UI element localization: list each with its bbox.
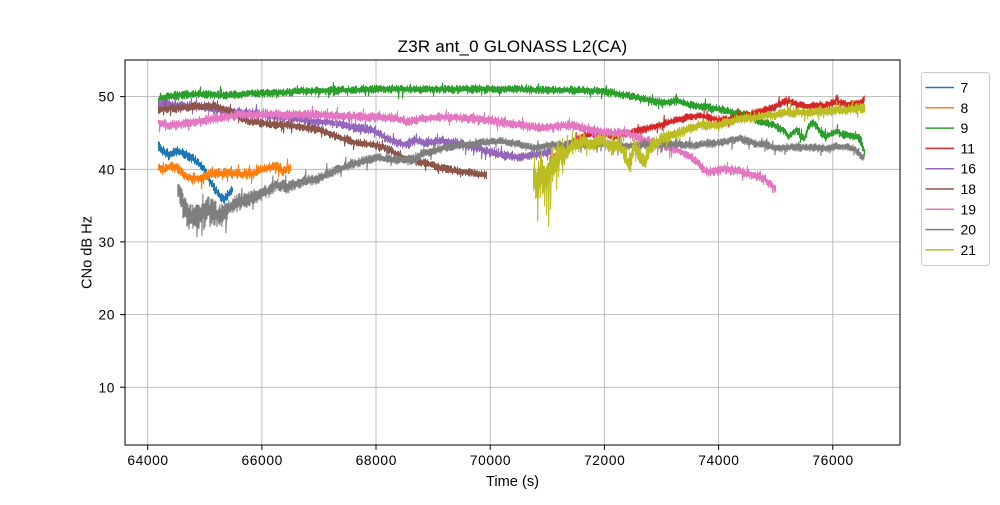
svg-text:72000: 72000 [584,453,625,468]
svg-text:21: 21 [961,242,977,258]
svg-text:68000: 68000 [356,453,397,468]
svg-text:20: 20 [98,308,115,323]
svg-text:40: 40 [98,162,115,177]
svg-text:16: 16 [961,161,977,177]
svg-text:CNo dB Hz: CNo dB Hz [80,216,96,289]
svg-text:70000: 70000 [470,453,511,468]
svg-text:66000: 66000 [242,453,283,468]
svg-text:19: 19 [961,201,977,217]
svg-text:64000: 64000 [127,453,168,468]
svg-text:30: 30 [98,235,115,250]
svg-text:Z3R ant_0 GLONASS L2(CA): Z3R ant_0 GLONASS L2(CA) [398,37,628,56]
svg-text:7: 7 [961,80,969,96]
svg-text:20: 20 [961,222,977,238]
svg-text:10: 10 [98,380,115,395]
svg-text:18: 18 [961,181,977,197]
svg-text:74000: 74000 [698,453,739,468]
svg-text:11: 11 [961,140,976,156]
svg-text:9: 9 [961,120,969,136]
svg-text:50: 50 [98,90,115,105]
svg-text:8: 8 [961,100,969,116]
svg-text:Time (s): Time (s) [486,474,539,490]
svg-text:76000: 76000 [812,453,853,468]
